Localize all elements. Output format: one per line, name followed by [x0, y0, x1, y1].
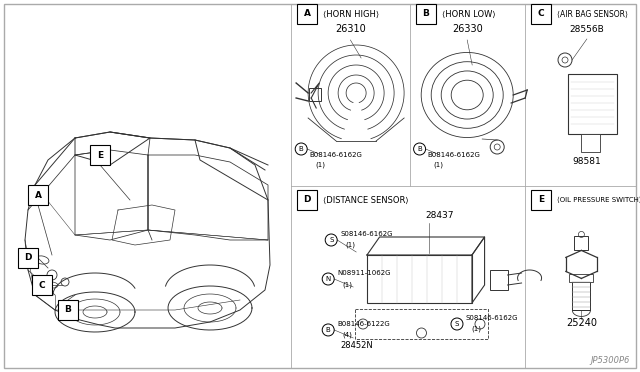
Text: B08146-6122G: B08146-6122G — [337, 321, 390, 327]
Bar — [531, 190, 551, 210]
Text: C: C — [538, 10, 544, 19]
Text: ⟨AIR BAG SENSOR⟩: ⟨AIR BAG SENSOR⟩ — [557, 10, 628, 19]
Text: B: B — [65, 305, 72, 314]
Bar — [568, 74, 618, 134]
Text: (1): (1) — [345, 242, 355, 248]
Text: N08911-1062G: N08911-1062G — [337, 270, 390, 276]
Text: 28452N: 28452N — [340, 341, 373, 350]
Text: C: C — [38, 280, 45, 289]
Text: B08146-6162G: B08146-6162G — [428, 152, 481, 158]
Text: S08146-6162G: S08146-6162G — [466, 315, 518, 321]
Bar — [28, 185, 48, 205]
Bar — [580, 134, 600, 152]
Text: B: B — [326, 327, 331, 333]
Text: S08146-6162G: S08146-6162G — [340, 231, 393, 237]
Text: ⟨HORN HIGH⟩: ⟨HORN HIGH⟩ — [323, 10, 380, 19]
Text: ⟨DISTANCE SENSOR⟩: ⟨DISTANCE SENSOR⟩ — [323, 196, 409, 205]
Bar — [575, 237, 588, 250]
Text: B: B — [299, 146, 303, 152]
Text: ⟨HORN LOW⟩: ⟨HORN LOW⟩ — [442, 10, 495, 19]
Bar — [58, 300, 78, 320]
Bar — [297, 4, 317, 24]
Bar — [572, 278, 590, 311]
Text: 28556B: 28556B — [570, 25, 604, 34]
Text: B08146-6162G: B08146-6162G — [309, 152, 362, 158]
Text: A: A — [304, 10, 310, 19]
Text: 98581: 98581 — [573, 157, 601, 166]
Text: JP5300P6: JP5300P6 — [591, 356, 630, 365]
Bar — [297, 190, 317, 210]
Text: (1): (1) — [471, 326, 481, 333]
Bar — [415, 4, 436, 24]
Text: E: E — [97, 151, 103, 160]
Text: D: D — [303, 196, 311, 205]
Text: A: A — [35, 190, 42, 199]
Text: ⟨OIL PRESSURE SWITCH⟩: ⟨OIL PRESSURE SWITCH⟩ — [557, 197, 640, 203]
Text: 26330: 26330 — [452, 24, 483, 34]
Bar — [367, 255, 472, 303]
Text: S: S — [455, 321, 459, 327]
Text: 26310: 26310 — [335, 24, 366, 34]
Text: 28437: 28437 — [425, 211, 454, 220]
Text: N: N — [326, 276, 331, 282]
Text: E: E — [538, 196, 544, 205]
Bar — [90, 145, 110, 165]
Bar — [18, 248, 38, 268]
Text: (1): (1) — [434, 162, 444, 169]
Text: (1): (1) — [315, 162, 325, 169]
Bar — [531, 4, 551, 24]
Text: B: B — [422, 10, 429, 19]
Bar — [490, 270, 508, 290]
Bar — [355, 309, 488, 339]
Text: B: B — [417, 146, 422, 152]
Text: S: S — [329, 237, 333, 243]
Text: (4): (4) — [342, 332, 352, 339]
Bar — [32, 275, 52, 295]
Text: 25240: 25240 — [566, 318, 597, 328]
Text: (1): (1) — [342, 281, 352, 288]
Text: D: D — [24, 253, 32, 263]
Bar — [570, 275, 593, 282]
